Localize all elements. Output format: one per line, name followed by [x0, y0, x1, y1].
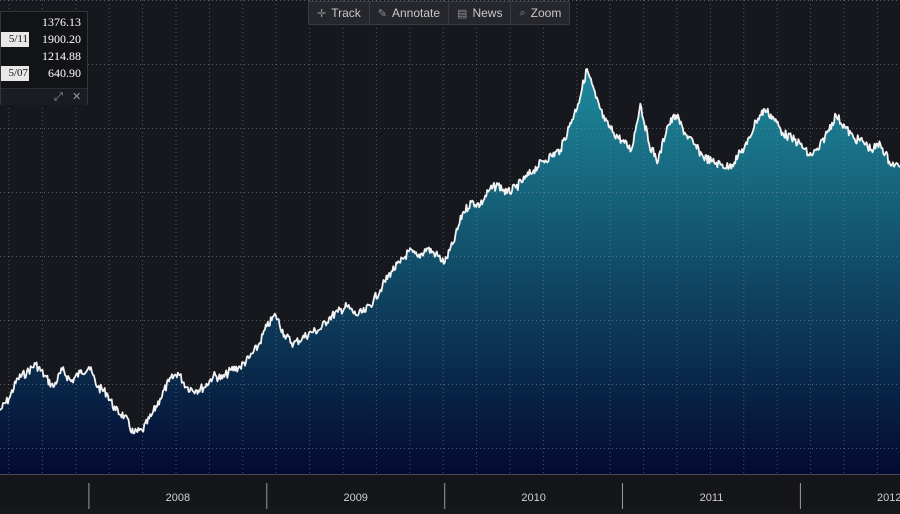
- time-axis: 2008 2009 2010 2011 2012: [0, 474, 900, 509]
- x-tick-label: 2012: [877, 492, 900, 504]
- track-button[interactable]: ✛ Track: [309, 2, 370, 24]
- series-line: [0, 68, 900, 435]
- track-label: Track: [331, 6, 361, 20]
- x-tick-label: 2011: [700, 492, 724, 504]
- annotate-label: Annotate: [392, 6, 441, 20]
- pencil-icon: ✎: [377, 7, 387, 20]
- zoom-button[interactable]: ⌕ Zoom: [511, 2, 569, 24]
- x-tick-label: 2008: [166, 492, 190, 504]
- stat-row-high: 5/11 1900.20: [1, 31, 87, 48]
- stat-value-high: 1900.20: [42, 32, 81, 46]
- zoom-label: Zoom: [530, 6, 562, 20]
- stat-row-low: 5/07 640.90: [1, 65, 87, 82]
- stat-row-last: 1376.13: [1, 14, 87, 31]
- news-label: News: [472, 6, 503, 20]
- news-button[interactable]: ▤ News: [449, 2, 512, 24]
- stats-panel-footer: ⤢ ✕: [1, 88, 87, 105]
- stat-date-high: 5/11: [1, 32, 29, 47]
- x-tick-label: 2009: [343, 492, 367, 504]
- annotate-button[interactable]: ✎ Annotate: [370, 2, 450, 24]
- stat-date-low: 5/07: [1, 66, 29, 81]
- crosshair-icon: ✛: [317, 7, 327, 20]
- series-area: [0, 68, 900, 475]
- time-axis-svg: 2008 2009 2010 2011 2012: [88, 483, 900, 509]
- collapse-icon[interactable]: ✕: [72, 91, 82, 103]
- stat-value-last: 1376.13: [42, 15, 81, 29]
- magnifier-icon: ⌕: [519, 6, 526, 19]
- stat-value-low: 640.90: [48, 66, 81, 80]
- x-tick-label: 2010: [521, 492, 545, 504]
- stat-value-average: 1214.88: [42, 49, 81, 63]
- news-icon: ▤: [457, 7, 468, 20]
- chart-toolbar: ✛ Track ✎ Annotate ▤ News ⌕ Zoom: [308, 1, 571, 25]
- stat-row-average: 1214.88: [1, 48, 87, 65]
- stats-panel: 1376.13 5/11 1900.20 1214.88 5/07 640.90…: [0, 11, 88, 105]
- expand-icon[interactable]: ⤢: [54, 91, 63, 103]
